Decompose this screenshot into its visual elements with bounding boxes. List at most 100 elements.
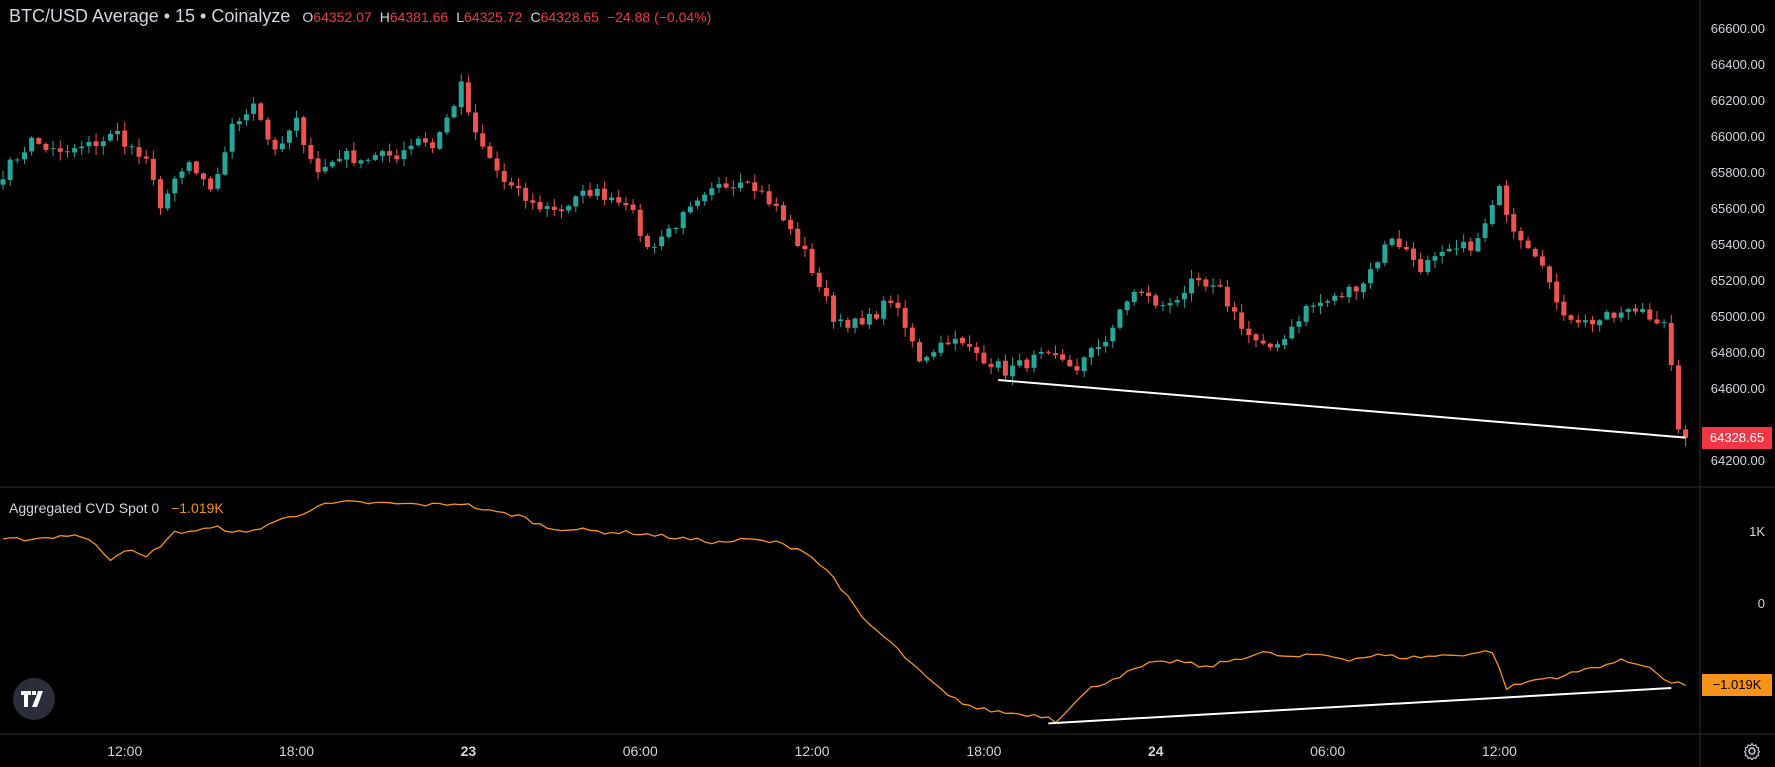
candle-body (294, 117, 300, 131)
candle-body (215, 174, 221, 189)
candle-body (1575, 319, 1581, 323)
candle-body (208, 178, 214, 190)
candle-body (1088, 348, 1094, 358)
gear-icon[interactable] (1743, 742, 1761, 760)
candle-body (1110, 327, 1116, 342)
candle-body (79, 146, 85, 149)
candle-body (1403, 246, 1409, 250)
low-value: 64325.72 (464, 9, 523, 25)
candle-body (1045, 351, 1051, 353)
price-axis-label: 65000.00 (1710, 309, 1765, 324)
candle-body (122, 130, 128, 147)
candle-body (1017, 360, 1023, 366)
candle-body (630, 204, 636, 210)
candle-body (1539, 256, 1545, 266)
candle-body (286, 130, 292, 143)
candle-body (64, 151, 70, 153)
candle-body (1117, 309, 1123, 328)
time-axis-label: 23 (460, 743, 477, 759)
candle-body (1511, 214, 1517, 232)
candle-body (981, 352, 987, 364)
candle-body (516, 185, 522, 189)
candle-body (1203, 279, 1209, 287)
candle-body (186, 162, 192, 171)
candle-body (737, 182, 743, 189)
candle-body (1031, 354, 1037, 368)
candle-body (1095, 347, 1101, 350)
candle-body (1260, 340, 1266, 344)
candle-body (1661, 322, 1667, 324)
candle-body (387, 151, 393, 156)
candle-body (974, 347, 980, 354)
close-value: 64328.65 (540, 9, 599, 25)
time-axis-label: 12:00 (1481, 743, 1517, 759)
candle-body (1224, 286, 1230, 307)
candle-body (172, 178, 178, 194)
high-label: H (379, 9, 390, 25)
indicator-value: −1.019K (171, 500, 224, 516)
candle-body (344, 151, 350, 160)
cvd-axis-label: 1K (1749, 524, 1765, 539)
candle-body (1060, 354, 1066, 360)
time-axis-label: 06:00 (1310, 743, 1346, 759)
candle-body (1468, 241, 1474, 251)
candle-body (473, 112, 479, 133)
price-axis-label: 64200.00 (1710, 453, 1765, 468)
candle-body (594, 188, 600, 196)
symbol-title[interactable]: BTC/USD Average • 15 • Coinalyze (9, 6, 291, 26)
candle-body (1289, 326, 1295, 339)
time-axis-label: 24 (1147, 743, 1164, 759)
tradingview-logo-icon[interactable] (13, 678, 55, 720)
candle-body (995, 361, 1001, 368)
candle-body (401, 150, 407, 160)
close-label: C (530, 9, 541, 25)
candle-body (150, 158, 156, 180)
candle-body (372, 155, 378, 160)
candle-body (1425, 260, 1431, 273)
cvd-trendline[interactable] (1048, 687, 1672, 725)
candle-body (7, 159, 13, 180)
candle-body (165, 193, 171, 209)
candle-body (1568, 315, 1574, 320)
cvd-line[interactable] (2, 500, 1686, 724)
candle-body (845, 319, 851, 328)
candle-body (1461, 241, 1467, 249)
candle-body (1074, 366, 1080, 371)
candle-body (874, 314, 880, 319)
candle-body (601, 188, 607, 200)
candle-body (1138, 291, 1144, 293)
candle-body (666, 228, 672, 237)
candle-body (1153, 295, 1159, 306)
current-price-tag: 64328.65 (1702, 426, 1772, 449)
candle-body (136, 147, 142, 157)
price-axis-label: 64800.00 (1710, 345, 1765, 360)
candle-body (838, 319, 844, 322)
cvd-pane[interactable] (2, 500, 1686, 725)
candle-body (959, 337, 965, 344)
indicator-name[interactable]: Aggregated CVD Spot 0 (9, 500, 160, 516)
candle-body (258, 103, 264, 120)
candle-body (1103, 341, 1109, 347)
candle-body (251, 103, 257, 114)
candle-body (1325, 301, 1331, 303)
candle-body (1382, 244, 1388, 263)
price-pane[interactable] (0, 73, 1689, 447)
candle-body (1411, 248, 1417, 260)
candle-body (451, 106, 457, 118)
candle-body (1554, 281, 1560, 303)
candle-body (358, 160, 364, 164)
candle-body (938, 342, 944, 353)
candle-body (1002, 360, 1008, 376)
candle-body (1038, 352, 1044, 354)
candle-body (86, 142, 92, 147)
candle-body (1267, 343, 1273, 348)
candle-body (1525, 240, 1531, 249)
candle-body (1181, 292, 1187, 300)
candle-body (236, 121, 242, 125)
price-trendline[interactable] (998, 379, 1686, 439)
candle-body (1597, 320, 1603, 326)
candle-body (158, 179, 164, 209)
candle-body (107, 133, 113, 141)
candle-body (1217, 284, 1223, 287)
